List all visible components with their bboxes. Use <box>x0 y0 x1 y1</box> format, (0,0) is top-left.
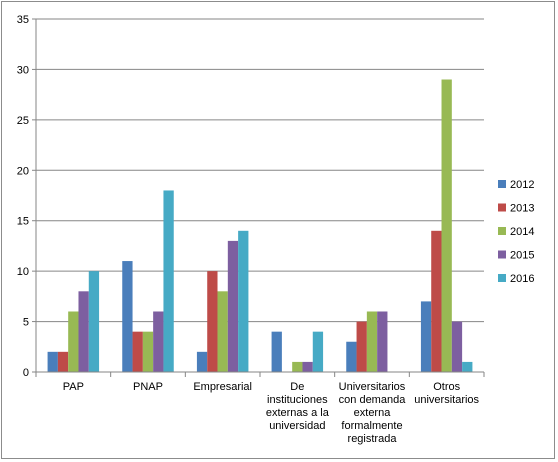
bar-2013 <box>431 230 442 372</box>
bar-2013 <box>57 351 69 372</box>
bar-2014 <box>217 291 228 372</box>
x-category-label: De instituciones externas a la universidad <box>266 381 330 432</box>
bar-2013 <box>356 321 367 372</box>
y-tick-label: 30 <box>17 64 29 76</box>
bar-2016 <box>238 230 249 372</box>
bar-2013 <box>207 271 218 372</box>
bar-2016 <box>88 271 100 372</box>
bar-2012 <box>196 351 208 372</box>
x-axis: PAP PNAP Empresarial De instituciones externa… <box>35 371 485 445</box>
legend-swatch-2012 <box>498 180 506 188</box>
legend-label: 2014 <box>510 226 534 238</box>
legend-swatch-2016 <box>498 274 506 282</box>
legend-label: 2012 <box>510 179 534 191</box>
y-axis: 0 5 10 15 20 25 30 35 <box>17 14 37 379</box>
bar-2014 <box>441 79 452 372</box>
bar-2012 <box>122 261 133 372</box>
x-category-label: Universitarios con demanda externa formalme… <box>339 381 407 445</box>
bar-2015 <box>153 311 164 372</box>
y-tick-label: 10 <box>17 266 29 278</box>
bar-2012 <box>271 331 282 372</box>
x-category-label: Empresarial <box>193 381 252 393</box>
bar-2014 <box>292 361 303 372</box>
legend-swatch-2014 <box>498 227 506 235</box>
bar-2015 <box>227 240 239 372</box>
bar-2014 <box>68 311 79 372</box>
bar-2016 <box>462 361 473 372</box>
bar-2016 <box>163 190 174 372</box>
bar-2015 <box>302 361 313 372</box>
x-category-label: Otros universitarios <box>414 381 479 406</box>
bar-2014 <box>366 311 378 372</box>
legend-label: 2015 <box>510 250 534 262</box>
y-tick-label: 5 <box>23 317 29 329</box>
legend: 2012 2013 2014 2015 2016 <box>498 179 534 285</box>
bar-2016 <box>312 331 324 372</box>
bar-2013 <box>132 331 143 372</box>
bar-2014 <box>142 331 154 372</box>
y-tick-label: 0 <box>23 367 29 379</box>
legend-label: 2016 <box>510 273 534 285</box>
y-tick-label: 15 <box>17 216 29 228</box>
bars <box>47 79 473 372</box>
y-tick-label: 35 <box>17 14 29 26</box>
bar-2012 <box>47 351 58 372</box>
legend-swatch-2013 <box>498 203 506 212</box>
bar-2015 <box>78 291 89 372</box>
legend-label: 2013 <box>510 203 534 215</box>
legend-swatch-2015 <box>498 250 506 259</box>
bar-2015 <box>451 321 463 372</box>
y-tick-label: 25 <box>17 115 29 127</box>
bar-2015 <box>377 311 388 372</box>
bar-2012 <box>420 301 432 372</box>
gridlines <box>36 18 484 323</box>
x-category-label: PNAP <box>133 381 163 393</box>
bar-2012 <box>346 341 357 372</box>
x-category-label: PAP <box>63 381 84 393</box>
y-tick-label: 20 <box>17 165 29 177</box>
